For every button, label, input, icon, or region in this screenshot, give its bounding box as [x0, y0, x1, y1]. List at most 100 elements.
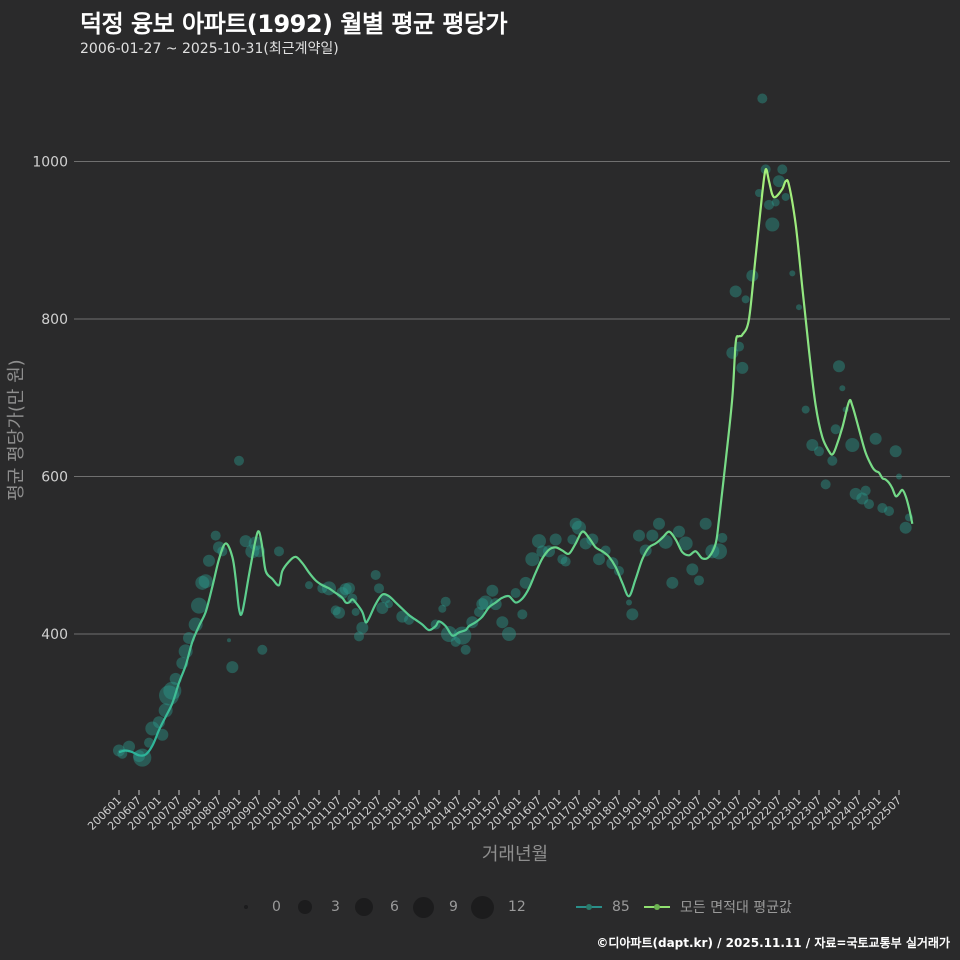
data-point: [525, 552, 540, 567]
data-point: [860, 485, 871, 496]
size-legend-label: 12: [508, 899, 526, 915]
data-point: [781, 192, 790, 201]
size-circle-icon: [298, 900, 312, 914]
data-point: [801, 405, 810, 414]
data-point: [771, 198, 780, 207]
data-point: [239, 535, 252, 548]
data-point: [646, 529, 659, 542]
size-legend-label: 0: [272, 899, 281, 915]
data-point: [510, 588, 521, 599]
y-tick-label: 800: [41, 312, 68, 328]
size-circle-icon: [244, 905, 248, 909]
y-gridlines: [74, 161, 950, 635]
y-tick-label: 1000: [32, 155, 68, 171]
data-point: [460, 644, 471, 655]
data-point: [845, 438, 860, 452]
data-point: [678, 536, 693, 551]
data-point: [658, 534, 673, 549]
data-point: [158, 703, 173, 718]
legend-label-85: 85: [612, 899, 630, 915]
size-legend-item-9: 9: [412, 893, 458, 921]
data-point: [274, 546, 284, 557]
data-point: [333, 606, 345, 619]
data-point: [356, 621, 369, 634]
data-point: [896, 473, 902, 480]
data-point: [567, 534, 578, 545]
data-point: [198, 574, 213, 589]
data-point: [849, 487, 862, 500]
chart-subtitle: 2006-01-27 ~ 2025-10-31(최근계약일): [80, 41, 339, 57]
data-point: [833, 360, 845, 373]
data-point: [145, 721, 160, 736]
data-point: [343, 582, 355, 595]
data-point: [210, 530, 221, 541]
average-price-line: [118, 168, 914, 757]
legend-item-average[interactable]: 모든 면적대 평균값: [644, 893, 792, 921]
legend-item-85[interactable]: 85: [576, 893, 630, 921]
data-point: [195, 575, 210, 590]
data-point: [474, 606, 484, 617]
size-legend-item-6: 6: [355, 893, 399, 921]
data-point: [593, 553, 605, 566]
data-point: [746, 269, 759, 282]
data-point: [899, 521, 912, 534]
data-point: [777, 164, 788, 175]
data-point: [764, 199, 774, 210]
data-point: [757, 93, 768, 104]
data-point: [560, 556, 571, 567]
data-point: [496, 616, 509, 629]
data-point: [438, 604, 447, 613]
x-axis-ticks: 2006012006072007012007072008012008072009…: [85, 790, 904, 833]
chart-title: 덕정 융보 아파트(1992) 월별 평균 평당가: [80, 10, 508, 38]
data-point: [532, 534, 546, 549]
data-point: [653, 517, 665, 530]
data-point: [305, 581, 313, 590]
size-legend-item-3: 3: [298, 893, 340, 921]
data-point: [557, 554, 568, 565]
data-point: [374, 583, 384, 594]
data-point: [226, 661, 239, 674]
data-point: [354, 631, 364, 642]
data-point: [773, 175, 785, 188]
size-circle-icon: [355, 898, 373, 916]
data-point: [441, 626, 457, 642]
data-point: [517, 609, 528, 620]
data-point: [113, 744, 125, 757]
data-point: [884, 506, 894, 517]
data-point: [191, 597, 207, 614]
chart-plot: 400 600 800 1000 20060120060720070120070720…: [6, 93, 950, 865]
scatter-points-85: [113, 93, 913, 767]
data-point: [234, 455, 244, 466]
data-point: [856, 492, 869, 505]
data-point: [385, 600, 393, 609]
size-legend-label: 3: [331, 899, 340, 915]
data-point: [877, 503, 888, 513]
y-axis-title: 평균 평당가(만 원): [6, 359, 27, 500]
data-point: [227, 638, 231, 643]
data-point: [869, 432, 882, 445]
data-point: [330, 605, 341, 616]
data-point: [351, 607, 360, 616]
data-point: [765, 217, 780, 232]
teal-line-marker-icon: [576, 904, 602, 910]
data-point: [741, 295, 750, 304]
data-point: [673, 525, 685, 538]
legend: 0 3 6 9 12 85 모든 면적대 평균값: [0, 893, 960, 921]
data-point: [729, 285, 742, 298]
data-point: [257, 644, 268, 655]
data-point: [626, 608, 639, 621]
data-point: [864, 499, 874, 510]
data-point: [440, 596, 451, 607]
data-point: [830, 424, 841, 435]
green-line-marker-icon: [644, 904, 670, 910]
data-point: [586, 533, 599, 546]
data-point: [370, 569, 381, 580]
data-point: [666, 576, 679, 589]
data-point: [626, 599, 632, 606]
data-point: [569, 517, 582, 530]
data-point: [736, 361, 749, 374]
data-point: [203, 554, 215, 567]
data-point: [686, 563, 699, 576]
y-tick-label: 400: [41, 627, 68, 643]
data-point: [789, 270, 796, 277]
